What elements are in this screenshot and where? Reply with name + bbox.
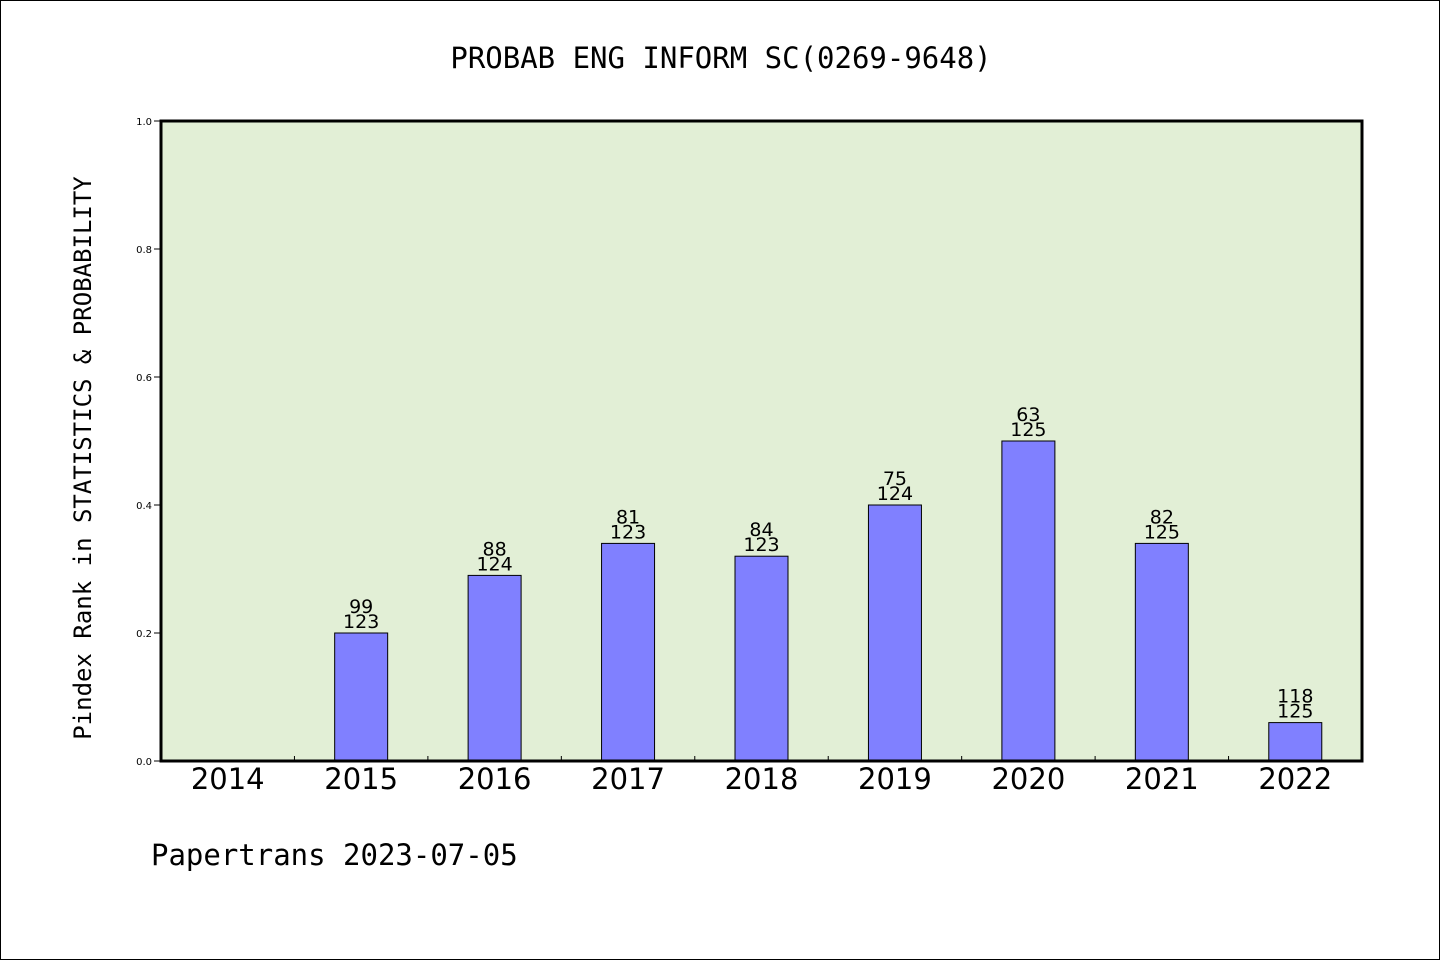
x-axis: 2014 2015 2016 2017 2018 2019 2020 2021 2022 [191,756,1332,796]
data-label-rank: 63 [1016,404,1040,426]
y-tick-label: 0.8 [136,245,152,256]
x-tick-label: 2015 [324,762,398,796]
data-label-rank: 82 [1150,506,1174,528]
data-label-rank: 88 [483,538,507,560]
bars [334,440,1323,762]
y-tick-label: 1.0 [136,117,152,128]
bar-2019 [867,504,922,762]
bar-2018 [734,555,789,762]
y-tick-label: 0.4 [136,501,152,512]
bar-2021 [1134,542,1189,762]
x-tick-label: 2018 [725,762,799,796]
chart-title: PROBAB ENG INFORM SC(0269-9648) [450,41,991,75]
y-axis: 0.0 0.2 0.4 0.6 0.8 1.0 [136,117,161,768]
data-label-rank: 118 [1277,686,1313,708]
data-label-total: 123 [610,521,646,543]
bar-2017 [601,542,656,762]
data-label-rank: 81 [616,506,640,528]
data-label-total: 125 [1010,419,1046,441]
data-label-rank: 99 [349,596,373,618]
data-label-rank: 84 [749,519,773,541]
data-label-rank: 75 [883,468,907,490]
data-label-total: 125 [1144,521,1180,543]
data-label-total: 123 [343,611,379,633]
y-axis-label: Pindex Rank in STATISTICS & PROBABILITY [69,176,97,740]
x-tick-label: 2022 [1258,762,1332,796]
bar-2015 [334,632,389,762]
bar-2016 [467,574,522,762]
x-tick-label: 2014 [191,762,265,796]
x-tick-label: 2020 [991,762,1065,796]
data-label-total: 123 [743,534,779,556]
data-label-total: 125 [1277,701,1313,723]
x-tick-label: 2021 [1125,762,1199,796]
y-tick-label: 0.6 [136,373,152,384]
bar-2020 [1001,440,1056,762]
y-tick-label: 0.2 [136,629,152,640]
footer-credit: Papertrans 2023-07-05 [151,838,518,872]
data-label-total: 124 [476,553,512,575]
data-label-total: 124 [877,483,913,505]
x-tick-label: 2017 [591,762,665,796]
x-tick-label: 2019 [858,762,932,796]
plot-border [159,119,1364,763]
y-tick-label: 0.0 [136,757,152,768]
bar-2022 [1268,722,1323,762]
x-tick-label: 2016 [458,762,532,796]
